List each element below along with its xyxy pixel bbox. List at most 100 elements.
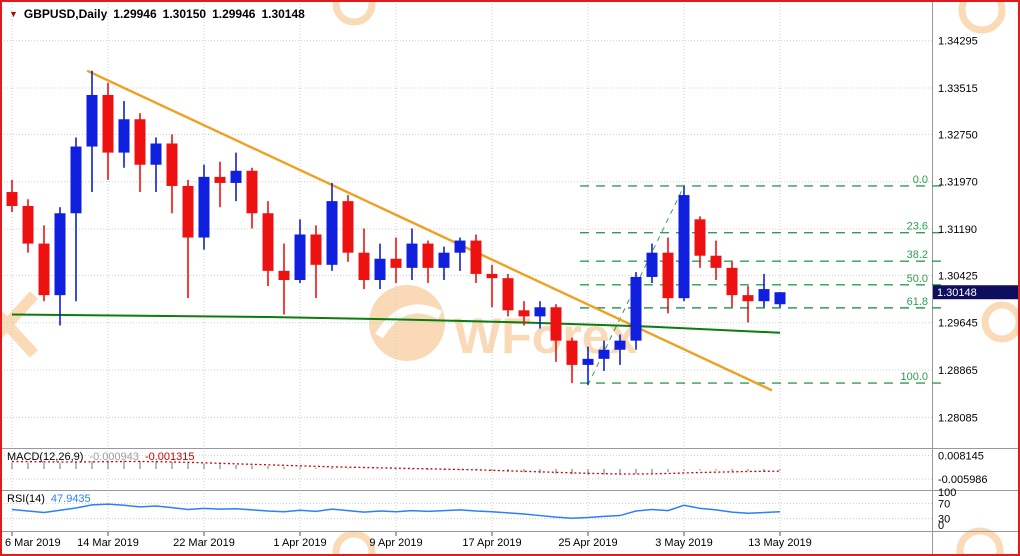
svg-text:1.31190: 1.31190 [938, 224, 977, 236]
candle [166, 134, 178, 214]
candle [102, 82, 114, 180]
candle [710, 240, 722, 280]
svg-text:13 May 2019: 13 May 2019 [748, 537, 812, 549]
candle [726, 261, 738, 308]
ohlc-close: 1.30148 [261, 7, 305, 21]
candle [614, 334, 626, 365]
candle [406, 228, 418, 280]
svg-text:0.0: 0.0 [913, 174, 928, 186]
candle [774, 292, 786, 308]
symbol-marker-icon: ▼ [9, 8, 18, 19]
candle [6, 179, 18, 213]
candle [550, 304, 562, 362]
svg-text:1.32750: 1.32750 [938, 129, 978, 141]
candle [438, 246, 450, 280]
candle [150, 137, 162, 193]
candle [662, 237, 674, 314]
svg-text:1 Apr 2019: 1 Apr 2019 [273, 537, 326, 549]
current-price-tag: 1.30148 [933, 285, 1018, 300]
svg-text:1.33515: 1.33515 [938, 83, 978, 95]
candle [198, 164, 210, 250]
svg-text:61.8: 61.8 [907, 296, 928, 308]
candle [582, 346, 594, 385]
rsi-value: 47.9435 [50, 493, 91, 505]
svg-text:30: 30 [938, 514, 950, 526]
svg-text:14 Mar 2019: 14 Mar 2019 [77, 537, 139, 549]
macd-main-value: -0.000943 [89, 451, 139, 463]
candle [630, 272, 642, 350]
svg-text:1.31970: 1.31970 [938, 177, 978, 189]
candle [758, 273, 770, 308]
candle [38, 225, 50, 302]
ohlc-low: 1.29946 [212, 7, 256, 21]
ohlc-open: 1.29946 [113, 7, 157, 21]
candle [374, 243, 386, 290]
candle [278, 243, 290, 315]
candle [486, 264, 498, 308]
svg-text:70: 70 [938, 498, 950, 510]
candle [742, 286, 754, 323]
svg-text:1.30425: 1.30425 [938, 270, 978, 282]
fibonacci-retracement: 0.0 23.6 38.2 50.0 61.8 100.0 [580, 174, 946, 386]
svg-text:1.28085: 1.28085 [938, 412, 978, 424]
chart-legend: ▼ GBPUSD,Daily 1.29946 1.30150 1.29946 1… [9, 7, 305, 21]
candle [134, 113, 146, 193]
candle [54, 207, 66, 326]
macd-legend: MACD(12,26,9) -0.000943 -0.001315 [7, 451, 195, 463]
candle [694, 216, 706, 268]
moving-average-line [11, 313, 781, 334]
candle [502, 273, 514, 317]
svg-text:-0.005986: -0.005986 [938, 474, 988, 486]
svg-text:100.0: 100.0 [900, 371, 928, 383]
rsi-name: RSI(14) [7, 493, 45, 505]
candle [470, 234, 482, 284]
candle [214, 161, 226, 208]
candle [358, 228, 370, 290]
ohlc-high: 1.30150 [162, 7, 207, 21]
svg-text:WForex: WForex [454, 308, 638, 364]
candle [534, 301, 546, 329]
macd-signal-value: -0.001315 [144, 451, 195, 463]
svg-text:9 Apr 2019: 9 Apr 2019 [369, 537, 422, 549]
descending-trendline [86, 69, 773, 392]
candles-layer [6, 70, 786, 385]
svg-text:1.29645: 1.29645 [938, 318, 978, 330]
candle [454, 237, 466, 271]
candle [326, 182, 338, 271]
macd-panel: 0.008145 -0.005986 [11, 450, 988, 486]
svg-text:1.30148: 1.30148 [937, 287, 977, 299]
candle [646, 243, 658, 284]
svg-text:38.2: 38.2 [907, 249, 928, 261]
candle [294, 219, 306, 284]
svg-text:22 Mar 2019: 22 Mar 2019 [173, 537, 235, 549]
candle [262, 201, 274, 287]
candle [230, 152, 242, 202]
svg-text:25 Apr 2019: 25 Apr 2019 [558, 537, 617, 549]
svg-text:50.0: 50.0 [907, 273, 928, 285]
svg-text:1.34295: 1.34295 [938, 36, 978, 48]
svg-text:17 Apr 2019: 17 Apr 2019 [462, 537, 521, 549]
svg-text:1.28865: 1.28865 [938, 365, 978, 377]
candle [246, 167, 258, 229]
candle [422, 240, 434, 284]
candle [598, 340, 610, 371]
svg-text:23.6: 23.6 [907, 221, 928, 233]
price-axis: 1.34295 1.33515 1.32750 1.31970 1.31190 1.304… [938, 36, 978, 425]
candle [678, 185, 690, 302]
svg-text:0: 0 [938, 520, 944, 532]
candle [518, 301, 530, 326]
rsi-legend: RSI(14) 47.9435 [7, 493, 91, 505]
macd-name: MACD(12,26,9) [7, 451, 84, 463]
candle [310, 225, 322, 299]
candle [118, 101, 130, 168]
candle [86, 70, 98, 193]
candle [566, 337, 578, 384]
svg-text:3 May 2019: 3 May 2019 [655, 537, 712, 549]
candle [22, 199, 34, 253]
symbol-period-label: GBPUSD,Daily [23, 7, 108, 21]
